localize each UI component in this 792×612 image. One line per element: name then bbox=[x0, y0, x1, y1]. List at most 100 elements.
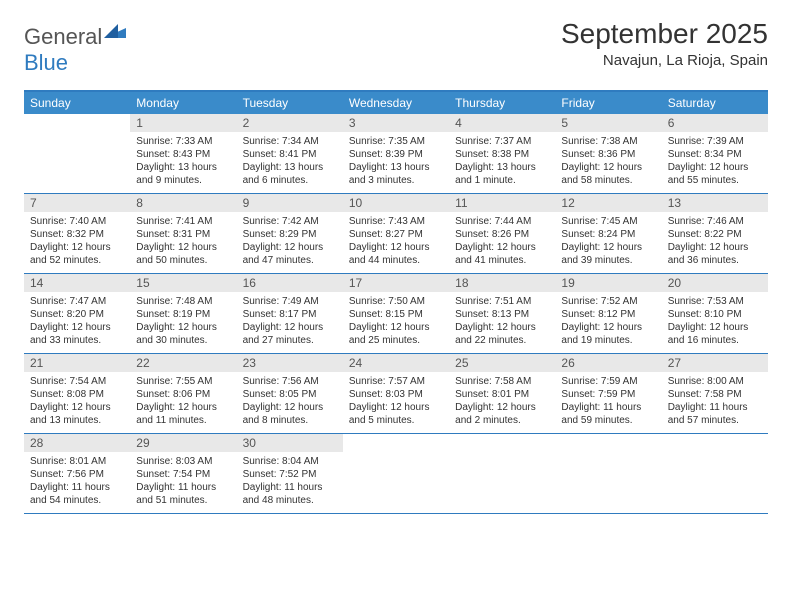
daylight-text: Daylight: 11 hours and 51 minutes. bbox=[136, 481, 230, 507]
day-number: 18 bbox=[449, 274, 555, 292]
sunset-text: Sunset: 7:59 PM bbox=[561, 388, 655, 401]
sunrise-text: Sunrise: 7:55 AM bbox=[136, 375, 230, 388]
day-body: Sunrise: 7:39 AMSunset: 8:34 PMDaylight:… bbox=[662, 132, 768, 193]
sunset-text: Sunset: 8:43 PM bbox=[136, 148, 230, 161]
day-number: 13 bbox=[662, 194, 768, 212]
sunrise-text: Sunrise: 7:57 AM bbox=[349, 375, 443, 388]
day-body: Sunrise: 7:34 AMSunset: 8:41 PMDaylight:… bbox=[237, 132, 343, 193]
daylight-text: Daylight: 12 hours and 55 minutes. bbox=[668, 161, 762, 187]
sunset-text: Sunset: 8:29 PM bbox=[243, 228, 337, 241]
sunrise-text: Sunrise: 7:44 AM bbox=[455, 215, 549, 228]
day-number: 16 bbox=[237, 274, 343, 292]
sunset-text: Sunset: 7:58 PM bbox=[668, 388, 762, 401]
logo-text-blue: Blue bbox=[24, 50, 68, 75]
day-number: 22 bbox=[130, 354, 236, 372]
day-cell: 23Sunrise: 7:56 AMSunset: 8:05 PMDayligh… bbox=[237, 354, 343, 433]
day-body: Sunrise: 8:03 AMSunset: 7:54 PMDaylight:… bbox=[130, 452, 236, 513]
day-header: Wednesday bbox=[343, 92, 449, 114]
sunrise-text: Sunrise: 7:50 AM bbox=[349, 295, 443, 308]
day-number: 17 bbox=[343, 274, 449, 292]
sunrise-text: Sunrise: 7:43 AM bbox=[349, 215, 443, 228]
sunrise-text: Sunrise: 7:35 AM bbox=[349, 135, 443, 148]
sunset-text: Sunset: 8:22 PM bbox=[668, 228, 762, 241]
sunrise-text: Sunrise: 7:34 AM bbox=[243, 135, 337, 148]
day-body: Sunrise: 7:44 AMSunset: 8:26 PMDaylight:… bbox=[449, 212, 555, 273]
day-number: 15 bbox=[130, 274, 236, 292]
day-number: 25 bbox=[449, 354, 555, 372]
daylight-text: Daylight: 12 hours and 52 minutes. bbox=[30, 241, 124, 267]
sunrise-text: Sunrise: 7:38 AM bbox=[561, 135, 655, 148]
daylight-text: Daylight: 12 hours and 27 minutes. bbox=[243, 321, 337, 347]
sunrise-text: Sunrise: 7:49 AM bbox=[243, 295, 337, 308]
month-title: September 2025 bbox=[561, 18, 768, 50]
day-body: Sunrise: 7:43 AMSunset: 8:27 PMDaylight:… bbox=[343, 212, 449, 273]
day-cell: 14Sunrise: 7:47 AMSunset: 8:20 PMDayligh… bbox=[24, 274, 130, 353]
day-body: Sunrise: 8:00 AMSunset: 7:58 PMDaylight:… bbox=[662, 372, 768, 433]
day-cell: 12Sunrise: 7:45 AMSunset: 8:24 PMDayligh… bbox=[555, 194, 661, 273]
daylight-text: Daylight: 12 hours and 58 minutes. bbox=[561, 161, 655, 187]
sunrise-text: Sunrise: 7:40 AM bbox=[30, 215, 124, 228]
day-cell bbox=[662, 434, 768, 513]
logo: General Blue bbox=[24, 18, 126, 76]
daylight-text: Daylight: 12 hours and 11 minutes. bbox=[136, 401, 230, 427]
sunset-text: Sunset: 8:12 PM bbox=[561, 308, 655, 321]
sunset-text: Sunset: 7:56 PM bbox=[30, 468, 124, 481]
sunset-text: Sunset: 8:34 PM bbox=[668, 148, 762, 161]
flag-icon bbox=[104, 24, 126, 38]
daylight-text: Daylight: 13 hours and 9 minutes. bbox=[136, 161, 230, 187]
daylight-text: Daylight: 12 hours and 36 minutes. bbox=[668, 241, 762, 267]
day-body: Sunrise: 7:49 AMSunset: 8:17 PMDaylight:… bbox=[237, 292, 343, 353]
day-cell: 13Sunrise: 7:46 AMSunset: 8:22 PMDayligh… bbox=[662, 194, 768, 273]
day-cell: 7Sunrise: 7:40 AMSunset: 8:32 PMDaylight… bbox=[24, 194, 130, 273]
day-number: 23 bbox=[237, 354, 343, 372]
sunset-text: Sunset: 8:32 PM bbox=[30, 228, 124, 241]
daylight-text: Daylight: 12 hours and 25 minutes. bbox=[349, 321, 443, 347]
day-cell: 9Sunrise: 7:42 AMSunset: 8:29 PMDaylight… bbox=[237, 194, 343, 273]
week-row: 7Sunrise: 7:40 AMSunset: 8:32 PMDaylight… bbox=[24, 194, 768, 274]
sunrise-text: Sunrise: 8:03 AM bbox=[136, 455, 230, 468]
day-cell: 8Sunrise: 7:41 AMSunset: 8:31 PMDaylight… bbox=[130, 194, 236, 273]
day-number: 9 bbox=[237, 194, 343, 212]
daylight-text: Daylight: 13 hours and 3 minutes. bbox=[349, 161, 443, 187]
day-header-row: Sunday Monday Tuesday Wednesday Thursday… bbox=[24, 92, 768, 114]
day-number: 6 bbox=[662, 114, 768, 132]
sunrise-text: Sunrise: 7:45 AM bbox=[561, 215, 655, 228]
day-number: 20 bbox=[662, 274, 768, 292]
day-cell: 29Sunrise: 8:03 AMSunset: 7:54 PMDayligh… bbox=[130, 434, 236, 513]
day-cell: 19Sunrise: 7:52 AMSunset: 8:12 PMDayligh… bbox=[555, 274, 661, 353]
day-number: 11 bbox=[449, 194, 555, 212]
day-number: 4 bbox=[449, 114, 555, 132]
daylight-text: Daylight: 11 hours and 54 minutes. bbox=[30, 481, 124, 507]
daylight-text: Daylight: 11 hours and 59 minutes. bbox=[561, 401, 655, 427]
sunset-text: Sunset: 8:15 PM bbox=[349, 308, 443, 321]
day-number: 5 bbox=[555, 114, 661, 132]
sunrise-text: Sunrise: 7:58 AM bbox=[455, 375, 549, 388]
sunset-text: Sunset: 7:52 PM bbox=[243, 468, 337, 481]
logo-text: General Blue bbox=[24, 24, 126, 76]
sunrise-text: Sunrise: 7:53 AM bbox=[668, 295, 762, 308]
day-body: Sunrise: 8:04 AMSunset: 7:52 PMDaylight:… bbox=[237, 452, 343, 513]
day-body: Sunrise: 7:41 AMSunset: 8:31 PMDaylight:… bbox=[130, 212, 236, 273]
daylight-text: Daylight: 12 hours and 5 minutes. bbox=[349, 401, 443, 427]
day-body: Sunrise: 7:40 AMSunset: 8:32 PMDaylight:… bbox=[24, 212, 130, 273]
day-number: 29 bbox=[130, 434, 236, 452]
sunrise-text: Sunrise: 7:42 AM bbox=[243, 215, 337, 228]
day-header: Tuesday bbox=[237, 92, 343, 114]
day-number: 27 bbox=[662, 354, 768, 372]
day-cell: 4Sunrise: 7:37 AMSunset: 8:38 PMDaylight… bbox=[449, 114, 555, 193]
sunset-text: Sunset: 8:03 PM bbox=[349, 388, 443, 401]
sunrise-text: Sunrise: 7:51 AM bbox=[455, 295, 549, 308]
day-cell: 1Sunrise: 7:33 AMSunset: 8:43 PMDaylight… bbox=[130, 114, 236, 193]
sunset-text: Sunset: 8:17 PM bbox=[243, 308, 337, 321]
day-number: 14 bbox=[24, 274, 130, 292]
day-cell: 25Sunrise: 7:58 AMSunset: 8:01 PMDayligh… bbox=[449, 354, 555, 433]
sunset-text: Sunset: 8:08 PM bbox=[30, 388, 124, 401]
day-header: Sunday bbox=[24, 92, 130, 114]
sunrise-text: Sunrise: 7:37 AM bbox=[455, 135, 549, 148]
day-cell: 30Sunrise: 8:04 AMSunset: 7:52 PMDayligh… bbox=[237, 434, 343, 513]
sunset-text: Sunset: 8:19 PM bbox=[136, 308, 230, 321]
day-number: 24 bbox=[343, 354, 449, 372]
week-row: 1Sunrise: 7:33 AMSunset: 8:43 PMDaylight… bbox=[24, 114, 768, 194]
day-cell bbox=[555, 434, 661, 513]
sunset-text: Sunset: 8:31 PM bbox=[136, 228, 230, 241]
